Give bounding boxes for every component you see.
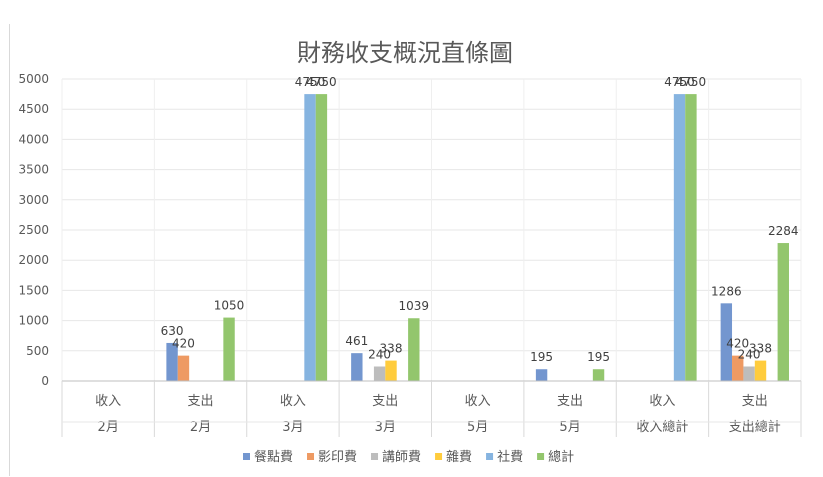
y-tick-label: 2000 [18,253,49,267]
legend-swatch [243,453,250,460]
x-category-label: 支出 [372,394,398,409]
bar-雜費 [385,360,397,381]
x-category-label: 支出 [188,394,214,409]
bar-總計 [223,317,235,381]
data-label: 195 [530,350,553,364]
x-group-label: 支出總計 [729,419,781,435]
chart-title: 財務收支概況直條圖 [297,39,513,67]
bar-講師費 [373,366,386,381]
data-label: 461 [345,334,368,348]
bar-餐點費 [166,342,178,381]
data-label: 420 [726,337,749,351]
bar-餐點費 [720,303,733,381]
bar-總計 [592,369,605,381]
bar-餐點費 [351,353,363,381]
data-label: 240 [368,348,391,362]
data-label: 1050 [214,299,245,313]
legend-swatch [371,453,379,460]
x-category-label: 支出 [557,394,583,409]
data-label: 4750 [676,75,707,89]
data-label: 2284 [768,224,799,238]
bar-社費 [304,94,316,381]
legend-label: 餐點費 [254,449,293,465]
bar-影印費 [177,355,190,381]
y-tick-label: 0 [41,374,49,388]
x-category-label: 支出 [742,394,768,409]
bar-講師費 [743,366,755,381]
legend-swatch [537,453,545,460]
legend-label: 講師費 [382,449,421,465]
y-tick-label: 4500 [18,102,49,116]
data-label: 420 [172,337,195,351]
x-group-label: 2月 [190,420,211,435]
y-tick-label: 5000 [18,72,49,86]
bar-總計 [408,318,420,381]
x-category-label: 收入 [280,394,306,409]
y-tick-label: 3500 [18,163,49,177]
data-label: 195 [587,350,610,364]
x-group-label: 5月 [467,420,488,435]
x-group-label: 3月 [375,420,396,435]
x-group-label: 2月 [98,420,119,435]
data-label: 4750 [664,75,695,89]
data-label: 338 [380,342,403,356]
bars [166,94,789,381]
legend-swatch [307,453,315,460]
y-axis: 0 500 1000 1500 2000 2500 3000 3500 4000 4500 5000 [18,72,49,388]
data-label: 1286 [711,284,742,298]
data-label: 240 [738,348,761,362]
legend-swatch [486,453,494,460]
x-group-label: 3月 [282,420,303,435]
y-tick-label: 4000 [18,132,49,146]
bar-雜費 [754,360,767,381]
x-category-label: 收入 [95,394,121,409]
x-group-label: 5月 [559,420,580,435]
y-tick-label: 500 [26,344,49,358]
legend-swatch [435,453,443,460]
legend: 餐點費 影印費 講師費 雜費 社費 總計 [243,449,574,465]
data-label: 4750 [295,75,326,89]
bar-總計 [685,94,697,381]
y-tick-label: 3000 [18,193,49,207]
data-label: 338 [749,342,772,356]
left-border [9,24,10,476]
x-group-label: 收入總計 [636,419,688,435]
bar-總計 [315,94,328,381]
data-label: 1039 [399,299,430,313]
x-category-label: 收入 [465,394,491,409]
legend-label: 總計 [548,449,574,465]
legend-label: 社費 [497,449,523,465]
legend-label: 影印費 [318,450,357,465]
bar-社費 [673,94,686,381]
data-label: 630 [161,324,184,338]
y-tick-label: 2500 [18,223,49,237]
x-category-label: 收入 [649,394,675,409]
legend-label: 雜費 [446,450,472,465]
data-label: 4750 [306,75,337,89]
bar-總計 [777,243,789,381]
y-tick-label: 1000 [18,314,49,328]
bar-影印費 [732,355,744,381]
y-tick-label: 1500 [18,283,49,297]
bar-餐點費 [535,369,548,381]
